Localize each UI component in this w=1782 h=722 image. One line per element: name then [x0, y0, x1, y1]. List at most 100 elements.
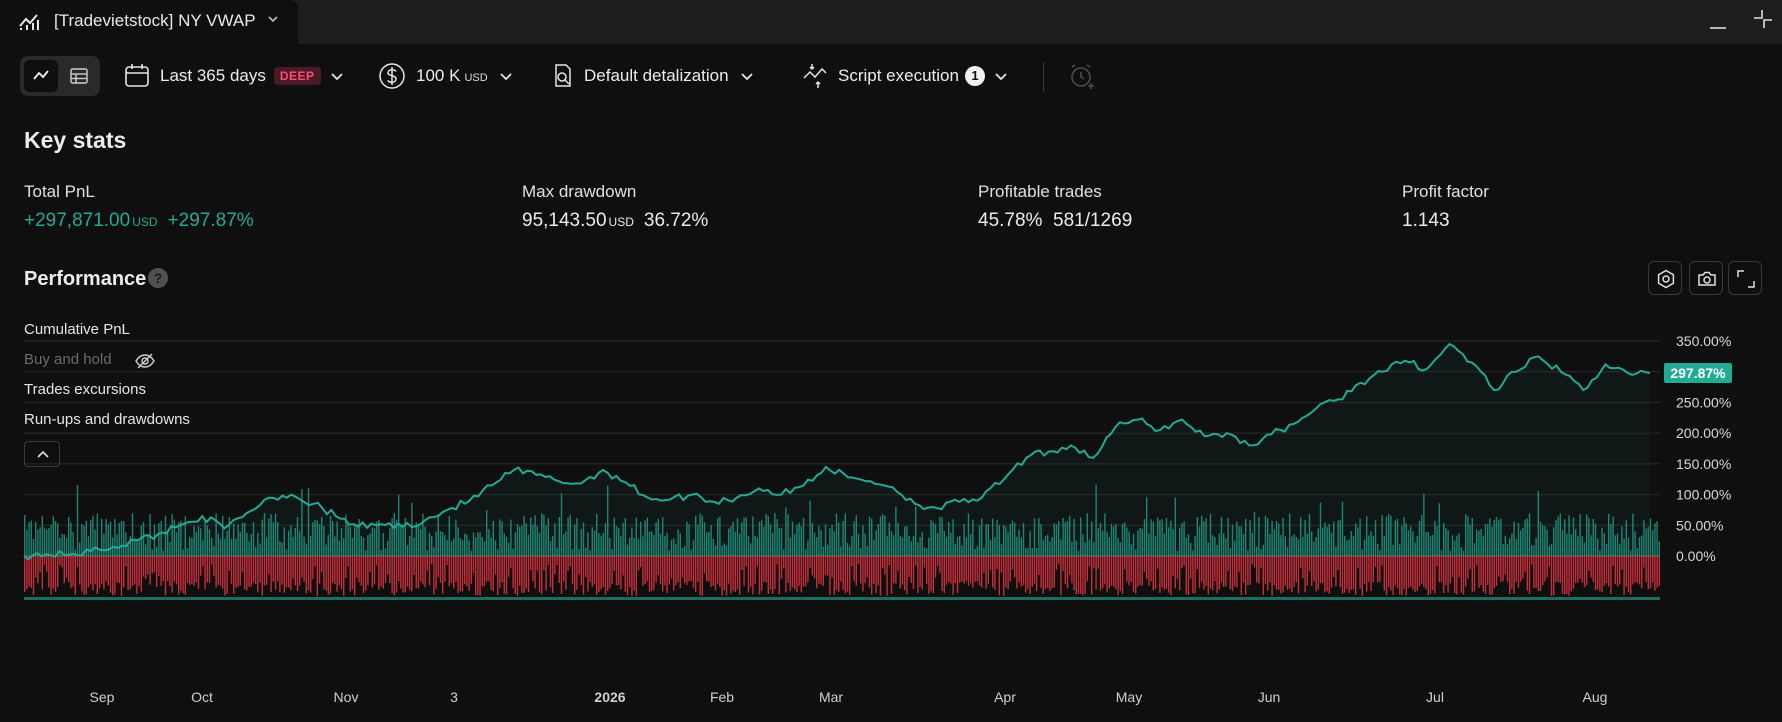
- screenshot-button[interactable]: [1689, 261, 1723, 295]
- capital-selector[interactable]: 100 K USD: [378, 60, 514, 92]
- drawdown-bar: [932, 556, 934, 594]
- drawdown-bar: [70, 556, 72, 589]
- drawdown-bar: [868, 556, 871, 588]
- drawdown-bar: [358, 556, 360, 583]
- legend-runups-drawdowns[interactable]: Run-ups and drawdowns: [24, 411, 190, 428]
- drawdown-bar: [862, 556, 864, 592]
- drawdown-bar: [563, 556, 565, 582]
- drawdown-bar: [1517, 556, 1520, 588]
- drawdown-bar: [1097, 556, 1099, 569]
- drawdown-bar: [46, 556, 48, 572]
- date-range-selector[interactable]: Last 365 days DEEP: [124, 60, 345, 92]
- restore-icon[interactable]: [1752, 8, 1774, 30]
- script-execution-selector[interactable]: Script execution 1: [802, 60, 1009, 92]
- runup-bar: [750, 543, 752, 556]
- drawdown-bar: [65, 556, 68, 578]
- runup-bar: [853, 521, 855, 556]
- drawdown-bar: [684, 556, 686, 584]
- drawdown-bar: [1509, 556, 1511, 595]
- runup-bar: [255, 546, 257, 556]
- runup-bar: [534, 515, 536, 556]
- drawdown-bar: [270, 556, 272, 592]
- view-switcher: [20, 56, 100, 96]
- runup-bar: [1333, 521, 1335, 556]
- add-alert-button[interactable]: [1068, 60, 1096, 92]
- chevron-down-icon[interactable]: [266, 12, 280, 26]
- drawdown-bar: [1295, 556, 1297, 583]
- performance-chart[interactable]: 350.00%300.00%250.00%200.00%150.00%100.0…: [0, 300, 1782, 722]
- runup-bar: [565, 531, 567, 556]
- runup-bar: [453, 538, 455, 556]
- table-view-button[interactable]: [62, 60, 96, 92]
- drawdown-bar: [1555, 556, 1557, 582]
- detalization-selector[interactable]: Default detalization: [550, 60, 755, 92]
- runup-bar: [1476, 529, 1478, 556]
- drawdown-bar: [1445, 556, 1447, 586]
- runup-bar: [959, 535, 961, 556]
- runup-bar: [1264, 515, 1267, 556]
- runup-bar: [1599, 550, 1601, 556]
- runup-bar: [956, 537, 959, 556]
- drawdown-bar: [1429, 556, 1432, 594]
- runup-bar: [598, 533, 600, 556]
- runup-bar: [1401, 525, 1403, 556]
- runup-bar: [1084, 542, 1086, 556]
- runup-bar: [103, 533, 105, 556]
- drawdown-bar: [1370, 556, 1372, 591]
- runup-bar: [1196, 517, 1198, 556]
- runup-bar: [1060, 539, 1062, 556]
- drawdown-bar: [1643, 556, 1645, 568]
- collapse-legend-button[interactable]: [24, 441, 60, 467]
- chart-view-button[interactable]: [24, 60, 58, 92]
- drawdown-bar: [754, 556, 756, 585]
- drawdown-bar: [173, 556, 175, 582]
- drawdown-bar: [442, 556, 444, 594]
- runup-bar: [787, 514, 789, 556]
- runup-bar: [1454, 540, 1456, 556]
- last-value-marker: 297.87%: [1664, 363, 1732, 384]
- drawdown-bar: [794, 556, 796, 590]
- runup-bar: [1627, 537, 1630, 556]
- minimize-icon[interactable]: [1709, 16, 1727, 30]
- last-value-label: 297.87%: [1670, 365, 1726, 381]
- runup-bar: [244, 523, 246, 556]
- drawdown-bar: [547, 556, 549, 565]
- drawdown-bar: [1104, 556, 1106, 584]
- runup-bar: [283, 527, 285, 556]
- drawdown-bar: [1630, 556, 1632, 595]
- runup-bar: [1115, 523, 1117, 556]
- runup-bar: [607, 485, 609, 556]
- runup-bar: [1121, 523, 1124, 556]
- runup-bar: [1517, 523, 1520, 556]
- magnifier-doc-icon: [555, 64, 571, 87]
- drawdown-bar: [30, 556, 32, 588]
- runup-bar: [516, 524, 519, 556]
- drawdown-bar: [1489, 556, 1491, 596]
- y-tick-label: 50.00%: [1676, 517, 1723, 533]
- key-stats-title: Key stats: [24, 127, 127, 153]
- runup-bar: [877, 524, 879, 556]
- eye-off-icon[interactable]: [134, 350, 156, 372]
- settings-button[interactable]: [1648, 261, 1682, 295]
- drawdown-bar: [1597, 556, 1599, 590]
- drawdown-bar: [1330, 556, 1333, 588]
- fullscreen-button[interactable]: [1728, 261, 1762, 295]
- runup-bar: [644, 520, 646, 556]
- legend-buy-and-hold[interactable]: Buy and hold: [24, 351, 112, 368]
- drawdown-bar: [664, 556, 666, 586]
- window-tab[interactable]: [Tradevietstock] NY VWAP: [0, 0, 298, 44]
- legend-trades-excursions[interactable]: Trades excursions: [24, 381, 146, 398]
- runup-bar: [921, 532, 923, 556]
- runup-bar: [1033, 518, 1036, 556]
- drawdown-bar: [1627, 556, 1630, 592]
- runup-bar: [503, 533, 505, 556]
- runup-bar: [257, 533, 259, 556]
- help-icon[interactable]: ?: [148, 268, 168, 288]
- runup-bar: [382, 533, 384, 556]
- drawdown-bar: [739, 556, 741, 595]
- runup-bar: [899, 536, 901, 556]
- drawdown-bar: [1159, 556, 1161, 593]
- legend-cumulative-pnl[interactable]: Cumulative PnL: [24, 321, 130, 338]
- drawdown-bar: [521, 556, 523, 593]
- runup-bar: [1330, 532, 1333, 556]
